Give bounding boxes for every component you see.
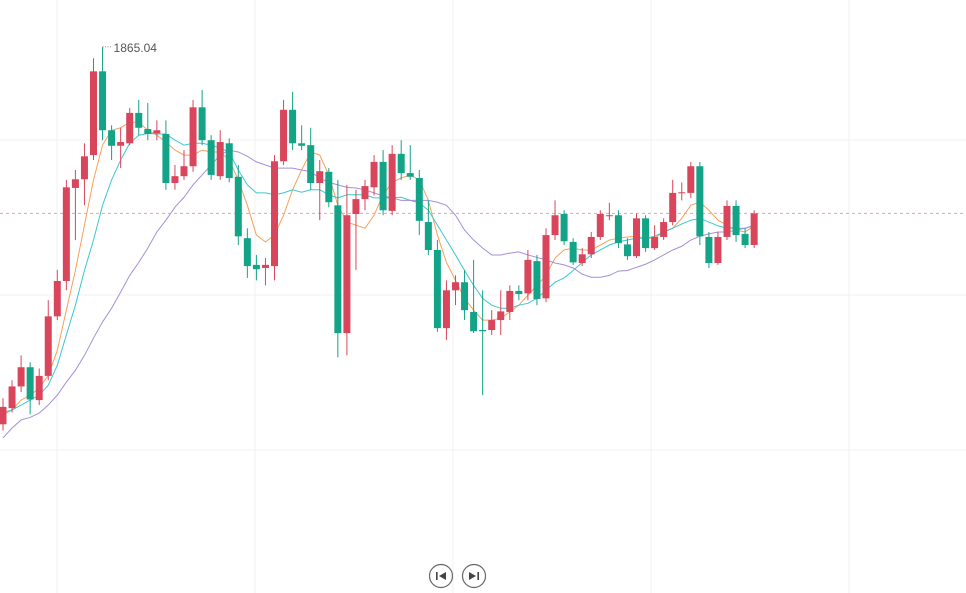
candle-body [705,236,713,264]
ma-line [2,121,755,416]
candle-body [515,290,523,295]
candle-body [433,249,441,329]
candle-body [560,214,568,242]
candle-body [280,109,288,162]
candle-body [171,176,179,183]
candle-body [479,329,487,332]
candle-body [189,107,197,167]
candle-body [80,156,88,180]
candle-body [623,244,631,257]
candle-body [117,142,125,146]
candle-body [596,214,604,237]
candle-body [135,112,143,128]
candle-body [415,178,423,221]
candle-body [271,161,278,267]
candle-body [44,316,52,376]
plot: 1865.04 [0,41,966,439]
candle-body [289,109,297,144]
candle-body [660,222,668,237]
prev-button[interactable] [428,563,454,589]
candle-body [488,320,496,330]
candle-body [99,71,107,131]
candle-body [524,259,532,294]
candle-body [578,254,586,264]
candle-body [261,264,269,268]
candle-body [216,142,224,177]
candle-body [669,192,677,223]
candle-body [361,186,369,200]
candle-body [723,205,731,237]
ma-line [2,132,755,413]
candle-body [642,218,650,249]
candle-body [225,143,233,179]
candle-body [234,176,242,237]
candle-body [316,171,324,183]
candle-body [741,233,749,246]
candle-body [687,166,695,193]
candle-body [0,406,7,425]
ma-line [2,149,755,439]
candle-body [651,236,659,249]
candle-body [153,130,161,134]
candle-body [370,161,378,188]
candle-body [614,215,622,244]
candle-body [678,192,686,194]
candle-body [352,199,360,215]
candle-body [162,133,170,183]
candle-body [406,173,414,177]
candle-body [533,261,541,299]
candle-body [126,112,134,144]
candle-body [243,238,251,267]
candle-body [17,367,25,387]
candle-body [605,215,613,217]
candle-body [144,129,152,134]
candle-body [71,179,79,188]
candle-body [569,241,577,263]
candle-body [452,282,459,291]
candle-body [252,264,260,270]
candle-body [714,236,722,264]
candle-body [633,218,640,257]
candle-body [397,153,405,174]
candle-body [379,161,387,211]
candle-body [497,311,505,321]
candle-body [587,236,595,255]
max-label: 1865.04 [114,41,158,55]
candle-body [53,280,61,317]
next-button[interactable] [461,563,487,589]
candle-body [388,153,396,211]
candle-body [470,312,478,332]
candle-body [35,375,43,401]
candle-body [8,386,16,409]
candle-body [26,367,34,400]
candle-body [180,166,188,177]
candle-body [750,213,758,246]
candle-body [461,282,469,311]
candle-body [298,143,306,146]
candle-body [542,235,550,299]
candle-body [325,171,333,203]
candle-body [207,140,215,175]
candle-body [108,130,116,146]
candle-body [62,187,70,281]
candle-body [442,290,450,329]
candle-body [506,290,514,313]
candle-body [551,215,559,236]
candle-body [198,107,206,141]
candle-body [343,215,351,334]
candle-body [334,205,342,334]
candle-body [696,166,704,237]
candle-body [307,145,315,183]
candle-body [424,222,432,250]
candle-body [90,71,97,156]
candle-body [732,205,740,236]
